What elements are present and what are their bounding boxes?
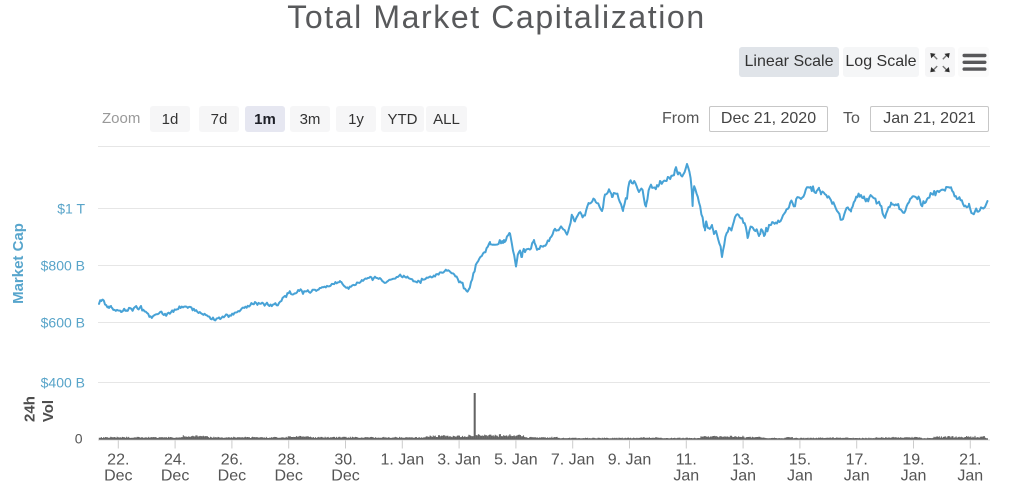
svg-text:$400 B: $400 B bbox=[41, 375, 85, 391]
svg-text:Market Cap: Market Cap bbox=[10, 223, 27, 304]
svg-text:7. Jan: 7. Jan bbox=[551, 452, 595, 469]
svg-text:Dec: Dec bbox=[274, 468, 302, 485]
svg-text:Vol: Vol bbox=[40, 400, 57, 422]
svg-text:28.: 28. bbox=[278, 452, 300, 469]
svg-text:9. Jan: 9. Jan bbox=[608, 452, 652, 469]
svg-text:1. Jan: 1. Jan bbox=[381, 452, 425, 469]
svg-text:Jan: Jan bbox=[844, 468, 870, 485]
svg-text:30.: 30. bbox=[334, 452, 356, 469]
svg-text:Jan: Jan bbox=[673, 468, 699, 485]
svg-text:19.: 19. bbox=[902, 452, 924, 469]
svg-text:Jan: Jan bbox=[787, 468, 813, 485]
svg-text:24h: 24h bbox=[21, 396, 38, 422]
svg-text:Dec: Dec bbox=[161, 468, 189, 485]
svg-text:3. Jan: 3. Jan bbox=[437, 452, 481, 469]
svg-text:26.: 26. bbox=[221, 452, 243, 469]
svg-text:Jan: Jan bbox=[957, 468, 983, 485]
svg-text:$1 T: $1 T bbox=[57, 201, 85, 217]
svg-text:24.: 24. bbox=[164, 452, 186, 469]
svg-text:15.: 15. bbox=[789, 452, 811, 469]
svg-text:22.: 22. bbox=[107, 452, 129, 469]
svg-text:Dec: Dec bbox=[104, 468, 132, 485]
svg-text:$600 B: $600 B bbox=[41, 315, 85, 331]
svg-text:$800 B: $800 B bbox=[41, 258, 85, 274]
svg-text:0: 0 bbox=[75, 431, 83, 447]
svg-text:Dec: Dec bbox=[331, 468, 359, 485]
svg-text:13.: 13. bbox=[732, 452, 754, 469]
svg-text:5. Jan: 5. Jan bbox=[494, 452, 538, 469]
svg-text:11.: 11. bbox=[676, 452, 697, 469]
svg-text:Dec: Dec bbox=[218, 468, 246, 485]
svg-text:Jan: Jan bbox=[901, 468, 927, 485]
svg-text:Jan: Jan bbox=[730, 468, 756, 485]
svg-text:17.: 17. bbox=[846, 452, 868, 469]
svg-text:21.: 21. bbox=[959, 452, 981, 469]
